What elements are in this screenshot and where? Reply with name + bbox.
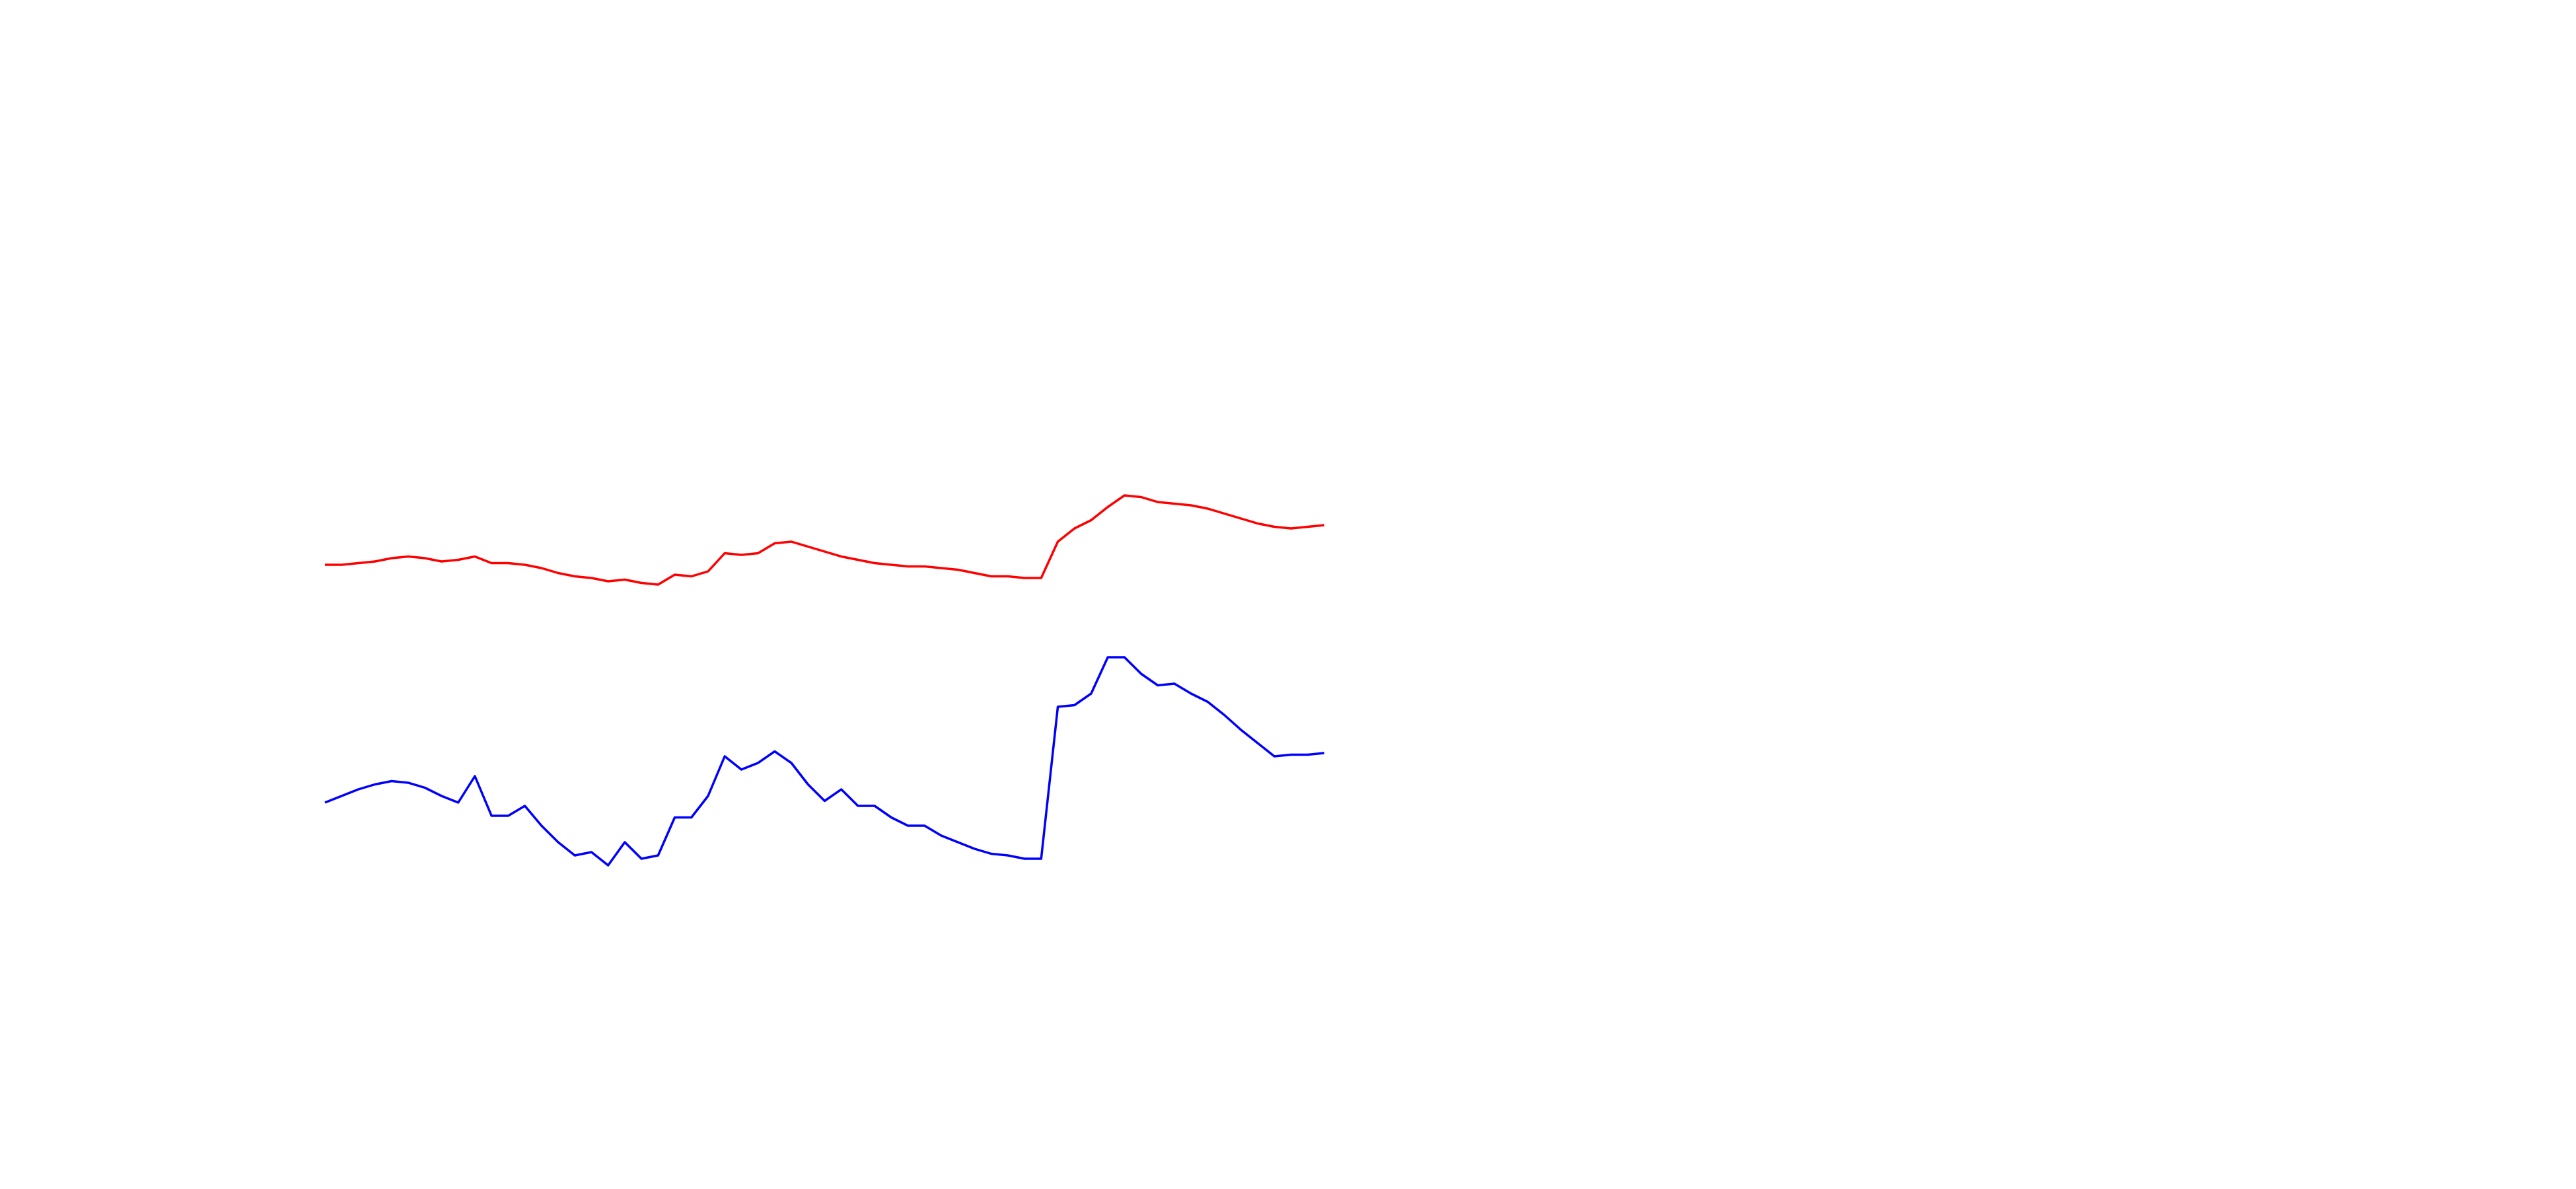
data-line — [325, 494, 1325, 586]
data-line — [324, 656, 1325, 867]
